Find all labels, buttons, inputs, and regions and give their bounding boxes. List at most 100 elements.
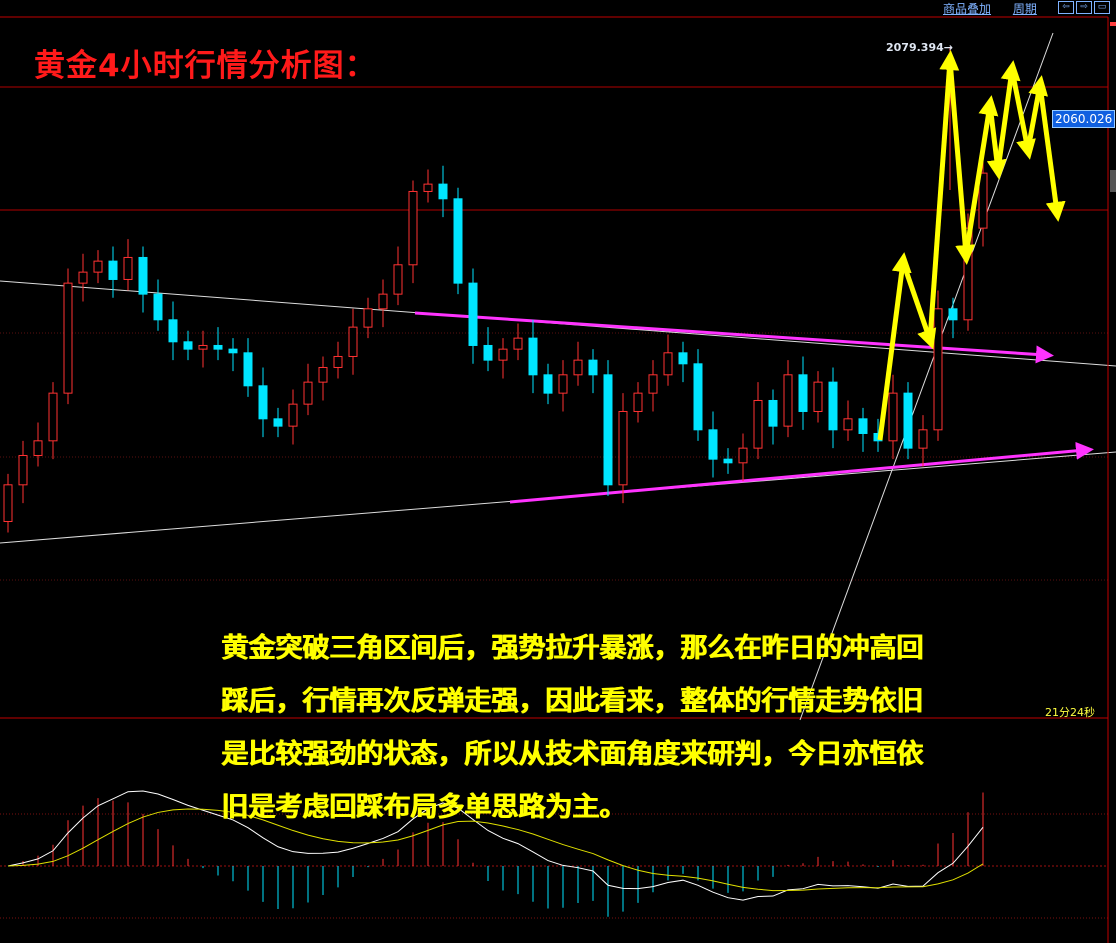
candle-down [948, 308, 958, 321]
chart-title: 黄金4小时行情分析图： [34, 48, 377, 84]
forecast-arrow [1025, 75, 1049, 151]
high-price-marker: 2079.394→ [886, 41, 953, 54]
candle-down [468, 282, 478, 346]
analysis-line: 黄金突破三角区间后，强势拉升暴涨，那么在昨日的冲高回 [221, 633, 923, 664]
analysis-line: 踩后，行情再次反弹走强，因此看来，整体的行情走势依旧 [221, 686, 923, 717]
candle-down [228, 348, 238, 354]
candle-up [423, 183, 433, 192]
macd-dea-line [7, 808, 984, 892]
candle-down [543, 374, 553, 394]
candle-down [168, 319, 178, 343]
right-axis-marker [1110, 22, 1116, 26]
candle-up [333, 355, 343, 368]
candle-down [213, 344, 223, 350]
forecast-arrow [927, 50, 960, 341]
candle-down [108, 260, 118, 280]
candle-up [513, 337, 523, 350]
analysis-line: 是比较强劲的状态，所以从技术面角度来研判，今日亦恒依 [221, 739, 923, 770]
candle-up [123, 256, 133, 280]
macd-dif-line [7, 790, 984, 901]
candle-down [678, 352, 688, 365]
candle-down [183, 341, 193, 350]
candle-down [588, 359, 598, 376]
arrow-left-icon[interactable]: ⇦ [1058, 1, 1074, 14]
candle-up [363, 308, 373, 328]
candle-down [708, 429, 718, 460]
bar-countdown: 21分24秒 [1045, 706, 1095, 719]
right-axis-scroll[interactable] [1110, 170, 1116, 192]
candle-up [78, 271, 88, 284]
candle-up [3, 484, 13, 522]
candle-up [318, 366, 328, 383]
macd-panel [7, 790, 984, 917]
nav-buttons: ⇦ ⇨ ▭ [1058, 1, 1110, 14]
candle-up [813, 381, 823, 412]
candle-down [858, 418, 868, 434]
arrow-right-icon[interactable]: ⇨ [1076, 1, 1092, 14]
candle-up [663, 352, 673, 376]
candles [3, 47, 988, 533]
overlay-link[interactable]: 商品叠加 [943, 2, 992, 16]
candle-down [693, 363, 703, 431]
candle-up [48, 392, 58, 442]
candle-up [738, 447, 748, 464]
analysis-line: 旧是考虑回踩布局多单思路为主。 [221, 792, 626, 823]
forecast-arrow [995, 60, 1021, 171]
candle-down [273, 418, 283, 427]
candle-up [288, 403, 298, 427]
candle-down [483, 344, 493, 361]
candle-down [453, 198, 463, 284]
candle-up [393, 264, 403, 295]
forecast-arrow [900, 261, 937, 350]
candle-down [138, 256, 148, 295]
candle-down [903, 392, 913, 449]
candle-down [828, 381, 838, 431]
candle-down [528, 337, 538, 376]
top-toolbar: 商品叠加 周期 [943, 0, 1055, 17]
candle-up [753, 399, 763, 449]
candle-up [783, 374, 793, 427]
forecast-arrows [877, 50, 1066, 441]
lower-triangle-arrow [509, 441, 1094, 504]
candle-up [558, 374, 568, 394]
forecast-arrow [877, 252, 912, 441]
candle-up [33, 440, 43, 456]
candle-up [618, 410, 628, 486]
candle-up [933, 308, 943, 431]
candle-up [408, 190, 418, 266]
candle-up [573, 359, 583, 376]
candle-up [198, 344, 208, 350]
rising-trend-line [799, 32, 1054, 721]
forecast-arrow [986, 104, 1007, 180]
period-link[interactable]: 周期 [1012, 2, 1037, 16]
layout-icon[interactable]: ▭ [1094, 1, 1110, 14]
forecast-arrow [963, 95, 999, 256]
candle-down [603, 374, 613, 486]
candle-up [63, 282, 73, 394]
candle-up [303, 381, 313, 405]
candle-up [843, 418, 853, 431]
candle-down [768, 399, 778, 427]
analysis-text: 黄金突破三角区间后，强势拉升暴涨，那么在昨日的冲高回 踩后，行情再次反弹走强，因… [221, 622, 1021, 834]
candle-down [723, 458, 733, 464]
candle-down [258, 385, 268, 420]
grid-lines [0, 16, 1108, 919]
candle-up [648, 374, 658, 394]
forecast-arrow [1009, 69, 1036, 160]
candle-up [18, 454, 28, 486]
candle-down [798, 374, 808, 412]
candle-up [93, 260, 103, 273]
trend-lines [0, 32, 1116, 721]
candle-up [378, 293, 388, 310]
forecast-arrow [947, 59, 976, 265]
candle-up [498, 348, 508, 361]
candle-up [978, 172, 988, 229]
candle-down [438, 183, 448, 200]
last-price-label: 2060.026 [1052, 110, 1116, 128]
candle-up [348, 326, 358, 357]
candle-up [633, 392, 643, 412]
forecast-arrow [1037, 84, 1066, 222]
candle-up [918, 429, 928, 449]
candle-down [243, 352, 253, 387]
